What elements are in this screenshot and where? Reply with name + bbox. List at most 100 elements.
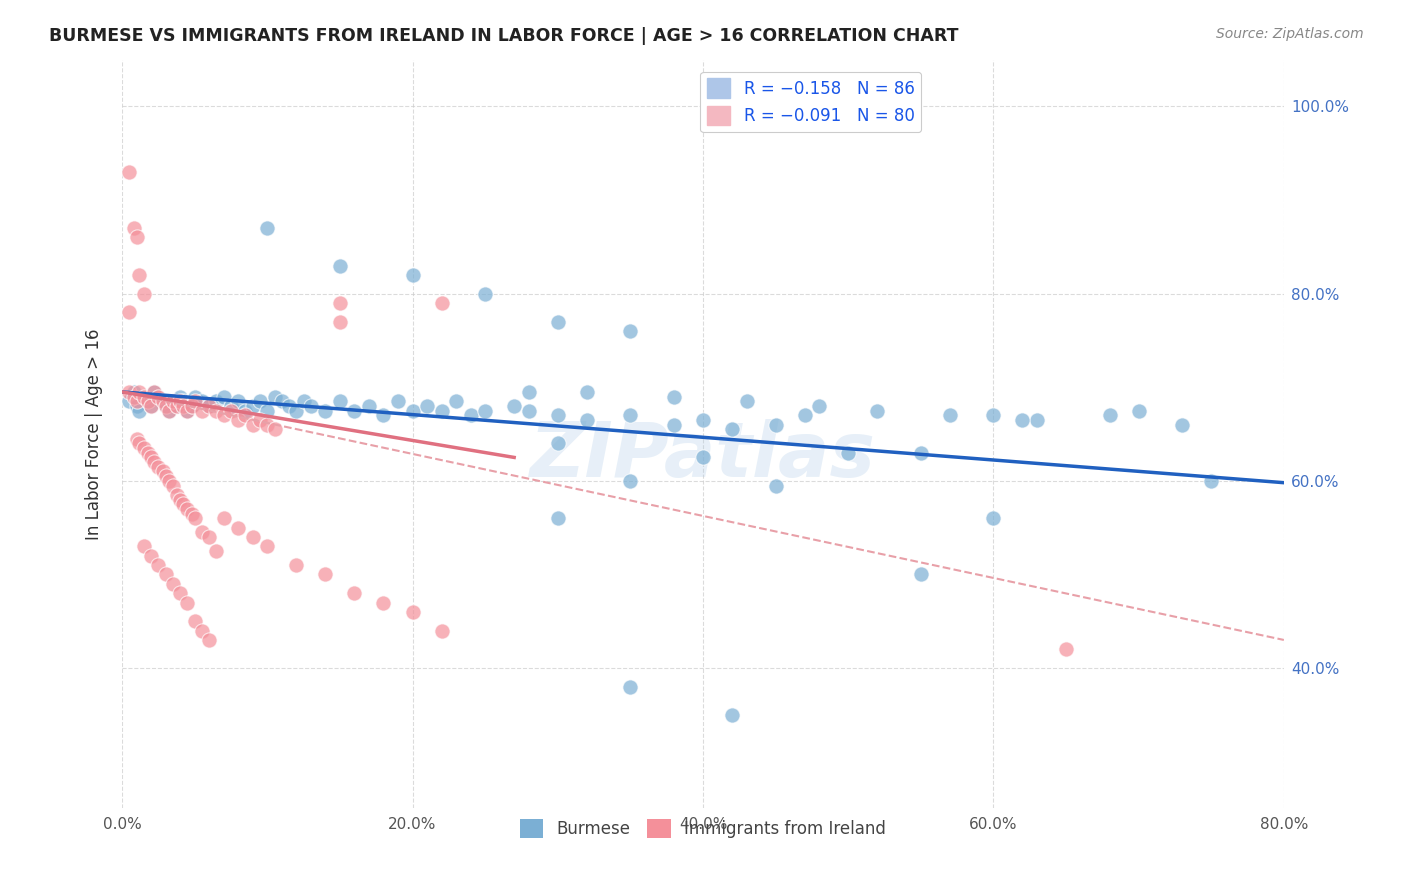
Point xyxy=(191,403,214,417)
Point xyxy=(152,394,174,409)
Point xyxy=(122,384,145,399)
Point xyxy=(575,384,598,399)
Point xyxy=(143,455,166,469)
Point xyxy=(270,394,292,409)
Point xyxy=(143,384,166,399)
Point xyxy=(139,450,162,465)
Point xyxy=(474,286,496,301)
Point xyxy=(148,558,170,572)
Point xyxy=(198,632,221,647)
Point xyxy=(575,413,598,427)
Point xyxy=(1171,417,1194,432)
Point xyxy=(263,422,285,436)
Point xyxy=(249,394,271,409)
Point xyxy=(118,384,141,399)
Point xyxy=(180,507,202,521)
Point xyxy=(692,450,714,465)
Point xyxy=(808,399,831,413)
Point xyxy=(128,268,150,282)
Point xyxy=(474,403,496,417)
Point xyxy=(166,399,188,413)
Point xyxy=(125,394,148,409)
Point xyxy=(983,409,1005,423)
Point xyxy=(765,478,787,492)
Point xyxy=(212,511,235,525)
Text: BURMESE VS IMMIGRANTS FROM IRELAND IN LABOR FORCE | AGE > 16 CORRELATION CHART: BURMESE VS IMMIGRANTS FROM IRELAND IN LA… xyxy=(49,27,959,45)
Point xyxy=(205,544,228,558)
Point xyxy=(219,399,242,413)
Point xyxy=(180,399,202,413)
Point xyxy=(1128,403,1150,417)
Point xyxy=(517,403,540,417)
Point xyxy=(191,525,214,540)
Point xyxy=(401,403,423,417)
Point xyxy=(430,403,453,417)
Point xyxy=(205,403,228,417)
Point xyxy=(132,441,155,455)
Point xyxy=(166,488,188,502)
Point xyxy=(198,530,221,544)
Point xyxy=(139,399,162,413)
Point xyxy=(517,384,540,399)
Point xyxy=(235,409,257,423)
Point xyxy=(314,567,336,582)
Point xyxy=(212,390,235,404)
Point xyxy=(1199,474,1222,488)
Point xyxy=(162,576,184,591)
Text: Source: ZipAtlas.com: Source: ZipAtlas.com xyxy=(1216,27,1364,41)
Point xyxy=(169,586,191,600)
Point xyxy=(939,409,962,423)
Point xyxy=(198,399,221,413)
Text: ZIPatlas: ZIPatlas xyxy=(530,419,876,493)
Point xyxy=(314,403,336,417)
Point xyxy=(430,296,453,310)
Point xyxy=(387,394,409,409)
Point xyxy=(157,403,180,417)
Point xyxy=(148,390,170,404)
Point xyxy=(139,549,162,563)
Point xyxy=(226,521,249,535)
Point xyxy=(910,446,932,460)
Point xyxy=(155,399,177,413)
Point xyxy=(292,394,315,409)
Point xyxy=(128,384,150,399)
Point xyxy=(128,436,150,450)
Point xyxy=(155,567,177,582)
Point xyxy=(329,296,352,310)
Point xyxy=(373,409,395,423)
Point xyxy=(662,417,685,432)
Point xyxy=(1026,413,1049,427)
Point xyxy=(125,432,148,446)
Point xyxy=(983,511,1005,525)
Point xyxy=(401,268,423,282)
Point xyxy=(226,413,249,427)
Point xyxy=(118,394,141,409)
Point xyxy=(205,394,228,409)
Point xyxy=(793,409,815,423)
Point xyxy=(198,399,221,413)
Point xyxy=(619,680,641,694)
Point xyxy=(263,390,285,404)
Point xyxy=(118,305,141,319)
Point xyxy=(619,324,641,338)
Point xyxy=(866,403,889,417)
Point xyxy=(278,399,301,413)
Point xyxy=(1011,413,1033,427)
Point xyxy=(837,446,859,460)
Point xyxy=(169,390,191,404)
Point xyxy=(125,230,148,244)
Point xyxy=(183,394,205,409)
Point xyxy=(118,165,141,179)
Point xyxy=(329,315,352,329)
Point xyxy=(172,394,194,409)
Point xyxy=(157,403,180,417)
Point xyxy=(242,399,264,413)
Point xyxy=(155,469,177,483)
Point xyxy=(143,384,166,399)
Legend: Burmese, Immigrants from Ireland: Burmese, Immigrants from Ireland xyxy=(513,813,893,845)
Point xyxy=(662,390,685,404)
Point xyxy=(249,413,271,427)
Point xyxy=(132,390,155,404)
Point xyxy=(547,511,569,525)
Point xyxy=(547,315,569,329)
